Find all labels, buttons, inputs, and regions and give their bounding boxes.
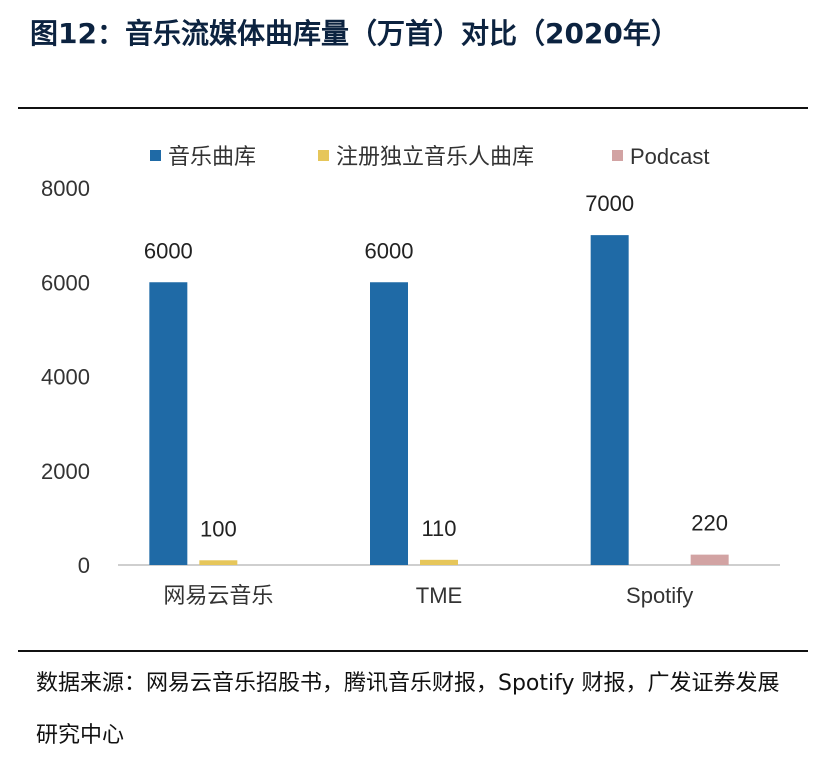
bar — [370, 282, 408, 565]
y-tick-label: 0 — [78, 553, 90, 578]
x-category-label: Spotify — [626, 583, 693, 608]
bar — [690, 554, 729, 565]
legend-swatch — [318, 150, 329, 161]
x-axis-categories: 网易云音乐 TME Spotify — [163, 583, 693, 608]
bar — [149, 282, 188, 565]
y-tick-label: 4000 — [41, 365, 90, 390]
data-labels: 6000 100 6000 110 7000 220 — [144, 191, 728, 541]
bar — [199, 560, 238, 565]
bar-value-label: 220 — [691, 511, 728, 536]
y-tick-label: 2000 — [41, 459, 90, 484]
bar-chart: 音乐曲库 注册独立音乐人曲库 Podcast 0 2000 4000 6000 8000 6… — [41, 144, 780, 608]
source-note: 数据来源：网易云音乐招股书，腾讯音乐财报，Spotify 财报，广发证券发展研究… — [36, 671, 780, 748]
legend-label: Podcast — [630, 144, 710, 169]
legend-swatch — [612, 150, 623, 161]
y-tick-label: 6000 — [41, 270, 90, 295]
bar-value-label: 100 — [200, 516, 237, 541]
bar-value-label: 6000 — [144, 238, 193, 263]
top-rule — [18, 107, 808, 109]
bars — [149, 235, 729, 565]
chart-legend: 音乐曲库 注册独立音乐人曲库 Podcast — [150, 144, 710, 169]
legend-label: 音乐曲库 — [168, 144, 256, 169]
bar — [420, 559, 458, 565]
bar-value-label: 7000 — [585, 191, 634, 216]
legend-label: 注册独立音乐人曲库 — [336, 144, 534, 169]
bottom-rule — [18, 650, 808, 652]
x-category-label: 网易云音乐 — [163, 583, 273, 608]
y-axis: 0 2000 4000 6000 8000 — [41, 176, 90, 578]
x-category-label: TME — [416, 583, 462, 608]
bar — [590, 235, 629, 565]
bar-value-label: 6000 — [365, 238, 414, 263]
y-tick-label: 8000 — [41, 176, 90, 201]
bar-value-label: 110 — [421, 516, 456, 541]
page-title: 图12：音乐流媒体曲库量（万首）对比（2020年） — [30, 17, 679, 50]
legend-swatch — [150, 150, 161, 161]
